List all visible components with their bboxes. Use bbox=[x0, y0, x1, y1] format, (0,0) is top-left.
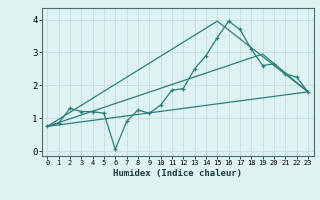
X-axis label: Humidex (Indice chaleur): Humidex (Indice chaleur) bbox=[113, 169, 242, 178]
